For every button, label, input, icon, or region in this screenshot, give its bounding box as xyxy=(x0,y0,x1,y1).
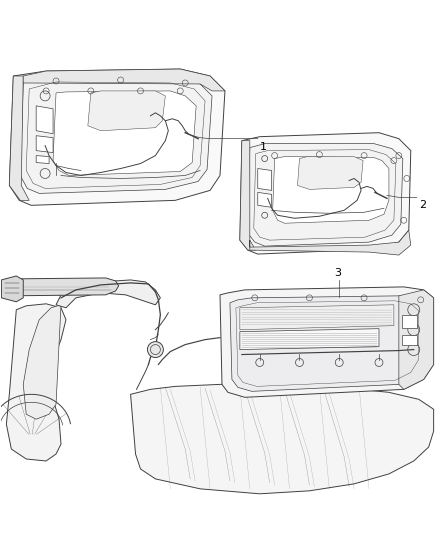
Polygon shape xyxy=(88,91,165,131)
Polygon shape xyxy=(297,157,363,189)
Text: 1: 1 xyxy=(260,142,267,152)
Polygon shape xyxy=(36,156,49,164)
Circle shape xyxy=(148,342,163,358)
Polygon shape xyxy=(36,136,53,152)
Polygon shape xyxy=(9,76,29,200)
Polygon shape xyxy=(220,287,434,397)
Polygon shape xyxy=(402,315,417,328)
Polygon shape xyxy=(9,69,225,205)
Polygon shape xyxy=(402,335,417,345)
Polygon shape xyxy=(1,276,23,302)
Polygon shape xyxy=(240,305,394,330)
Polygon shape xyxy=(258,168,272,190)
Polygon shape xyxy=(240,141,256,250)
Polygon shape xyxy=(258,192,272,207)
Polygon shape xyxy=(240,133,411,254)
Polygon shape xyxy=(131,384,434,494)
Polygon shape xyxy=(7,304,66,461)
Polygon shape xyxy=(230,296,426,391)
Polygon shape xyxy=(399,290,434,389)
Polygon shape xyxy=(23,69,225,91)
Polygon shape xyxy=(273,157,389,223)
Polygon shape xyxy=(248,144,403,246)
Text: 3: 3 xyxy=(334,268,341,278)
Polygon shape xyxy=(56,280,160,308)
Polygon shape xyxy=(36,106,53,134)
Polygon shape xyxy=(20,77,212,193)
Polygon shape xyxy=(240,329,379,350)
Polygon shape xyxy=(250,230,411,255)
Text: 2: 2 xyxy=(419,200,426,211)
Polygon shape xyxy=(23,305,61,419)
Polygon shape xyxy=(53,91,196,175)
Polygon shape xyxy=(1,278,119,296)
